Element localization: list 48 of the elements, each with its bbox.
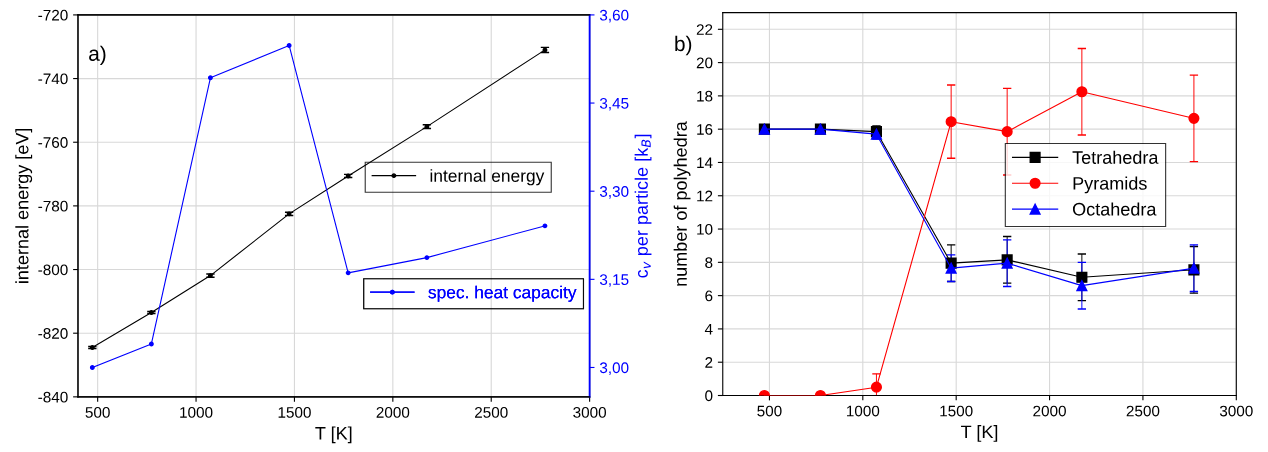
y-tick-label: 0 [705, 390, 713, 402]
x-tick-label: 1000 [180, 406, 213, 418]
y2-tick-label: 3,60 [599, 9, 629, 23]
y-tick-label: 2 [705, 357, 713, 368]
x-tick-label: 500 [85, 406, 110, 418]
x-tick-label: 2000 [376, 406, 410, 418]
x-tick-label: 1500 [940, 405, 973, 417]
y-tick-label: -840 [38, 391, 68, 403]
legend-label: Octahedra [1072, 202, 1157, 216]
y-tick-label: 22 [696, 24, 713, 35]
legend-label: Pyramids [1073, 176, 1147, 194]
x-tick-label: 1000 [846, 405, 880, 417]
x-tick-label: 1500 [278, 406, 311, 418]
y-tick-label: -780 [38, 200, 68, 212]
text: b) [675, 35, 692, 56]
y-tick-label: -740 [38, 73, 68, 85]
y-tick-label: 8 [705, 257, 713, 269]
y-tick-label: -800 [38, 264, 68, 276]
y-axis-title: internal energy [eV] [15, 128, 33, 283]
x-axis-title: T [K] [961, 425, 998, 442]
x-axis-title: T [K] [315, 426, 352, 444]
y2-tick-label: 3,45 [599, 97, 629, 111]
y-tick-label: 10 [697, 223, 713, 235]
y-tick-label: 16 [697, 124, 713, 135]
y-axis-title: number of polyhedra [673, 121, 691, 286]
y2-tick-label: 3,15 [599, 274, 629, 287]
x-tick-label: 2500 [1126, 405, 1160, 417]
annotation: a) [89, 45, 106, 66]
y-tick-label: 18 [697, 90, 713, 102]
y-tick-label: 6 [705, 290, 713, 302]
y-tick-label: 20 [696, 57, 713, 69]
y-tick-label: -820 [38, 328, 68, 339]
y-tick-label: -760 [38, 137, 68, 148]
x-tick-label: 500 [757, 405, 782, 417]
y-tick-label: -720 [38, 9, 68, 21]
x-tick-label: 3000 [1219, 405, 1253, 417]
y2-axis-title: c$_{v}$ per particle [k$_{B}$] [634, 134, 652, 278]
x-tick-label: 2500 [475, 406, 508, 418]
y-tick-label: 12 [697, 190, 713, 202]
y2-tick-label: 3,30 [599, 186, 629, 199]
x-tick-label: 3000 [573, 406, 607, 418]
legend-label: Tetrahedra [1072, 150, 1159, 164]
legend-label: spec. heat capacity [428, 285, 577, 302]
y2-tick-label: 3,00 [599, 362, 629, 375]
y-tick-label: 4 [704, 323, 713, 335]
legend-label: internal energy [430, 169, 545, 186]
x-tick-label: 2000 [1033, 405, 1066, 417]
y-tick-label: 14 [697, 157, 713, 168]
